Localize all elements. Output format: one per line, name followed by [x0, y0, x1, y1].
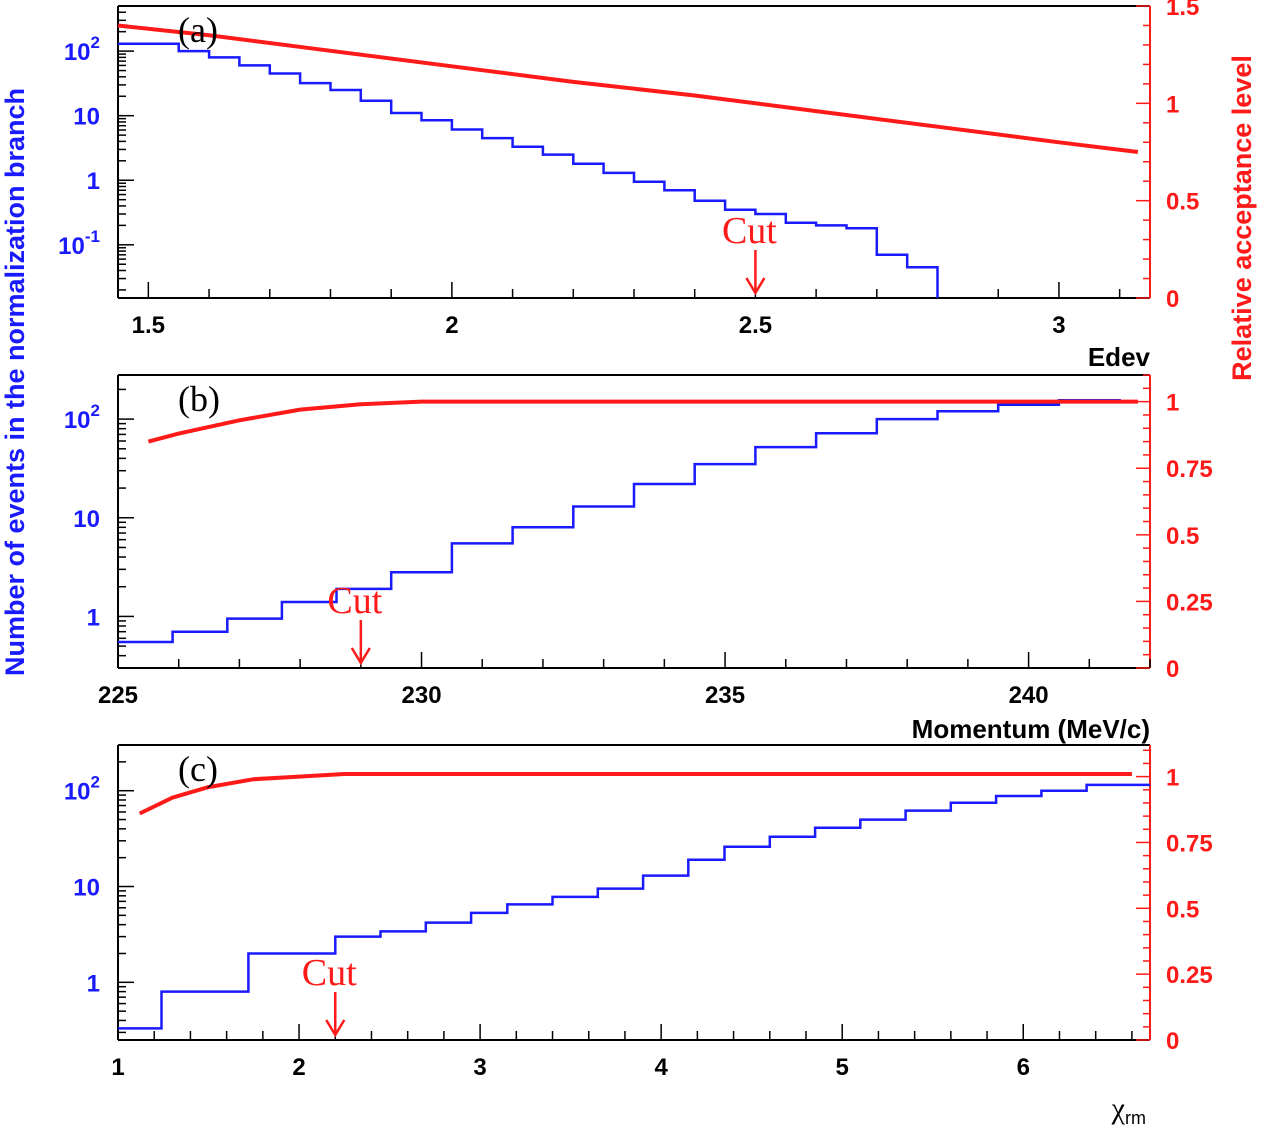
y-right-tick-label: 0.25	[1166, 962, 1213, 989]
cut-label: Cut	[722, 210, 777, 252]
x-tick-label: 2	[292, 1054, 305, 1081]
panel-label: (a)	[178, 10, 218, 50]
y-left-tick-label: 1	[87, 168, 100, 195]
panel-b: 225 230 235 24010210100.250.50.751(b)CutMom…	[64, 374, 1213, 744]
y-right-tick-label: 0.5	[1166, 896, 1199, 923]
cut-label: Cut	[302, 952, 357, 994]
y-right-tick-label: 0.5	[1166, 189, 1199, 216]
histogram-series	[118, 399, 1121, 644]
cut-label: Cut	[327, 580, 382, 622]
histogram-series	[118, 783, 1150, 1030]
cut-arrow-head	[350, 647, 371, 666]
y-right-tick-label: 0.25	[1166, 589, 1213, 616]
x-tick-label: 6	[1017, 1054, 1030, 1081]
x-tick-label: 1	[111, 1054, 124, 1081]
y-right-tick-label: 0	[1166, 1028, 1179, 1055]
x-axis-title: Momentum (MeV/c)	[912, 714, 1150, 744]
y-right-tick-label: 1	[1166, 765, 1179, 792]
y-right-tick-label: 0.5	[1166, 523, 1199, 550]
acceptance-curve	[147, 399, 1138, 444]
y-left-tick-label: 102	[64, 33, 100, 66]
y-left-tick-label: 1	[87, 604, 100, 631]
panel-label: (c)	[178, 749, 218, 789]
x-axis-title: χrm	[1111, 1092, 1146, 1128]
x-tick-label: 2.5	[739, 312, 772, 339]
y-left-tick-label: 10	[73, 104, 100, 131]
y-right-tick-label: 0	[1166, 286, 1179, 313]
y-right-tick-label: 1	[1166, 91, 1179, 118]
y-axis-right-title: Relative acceptance level	[1227, 55, 1257, 381]
x-tick-label: 5	[836, 1054, 849, 1081]
y-axis-left-title: Number of events in the normalization br…	[0, 88, 30, 676]
x-tick-label: 235	[705, 682, 745, 709]
x-tick-label: 3	[1052, 312, 1065, 339]
x-tick-label: 240	[1009, 682, 1049, 709]
y-right-tick-label: 1	[1166, 390, 1179, 417]
cut-arrow-head	[745, 277, 766, 296]
y-left-tick-label: 10	[73, 875, 100, 902]
x-tick-label: 3	[473, 1054, 486, 1081]
x-tick-label: 1.5	[132, 312, 165, 339]
acceptance-curve	[117, 23, 1139, 154]
y-right-tick-label: 0.75	[1166, 830, 1213, 857]
x-tick-label: 230	[402, 682, 442, 709]
y-left-tick-label: 102	[64, 773, 100, 806]
x-axis-title: Edev	[1088, 342, 1151, 372]
y-right-tick-label: 0.75	[1166, 456, 1213, 483]
y-left-tick-label: 10-1	[58, 227, 100, 260]
y-left-tick-label: 102	[64, 401, 100, 434]
panel-a: 1.5 2 2.5 3 102 10 1 10-1 0 0.5 1 1.5 (a) Cut Edev	[58, 0, 1199, 372]
x-tick-label: 2	[445, 312, 458, 339]
x-tick-label: 4	[654, 1054, 668, 1081]
histogram-series	[118, 42, 939, 298]
x-tick-label: 225	[98, 682, 138, 709]
y-right-tick-label: 1.5	[1166, 0, 1199, 21]
y-left-tick-label: 1	[87, 970, 100, 997]
panel-label: (b)	[178, 379, 220, 419]
cut-arrow-head	[325, 1019, 346, 1038]
acceptance-curve	[138, 772, 1132, 816]
y-left-tick-label: 10	[73, 506, 100, 533]
y-right-tick-label: 0	[1166, 656, 1179, 683]
